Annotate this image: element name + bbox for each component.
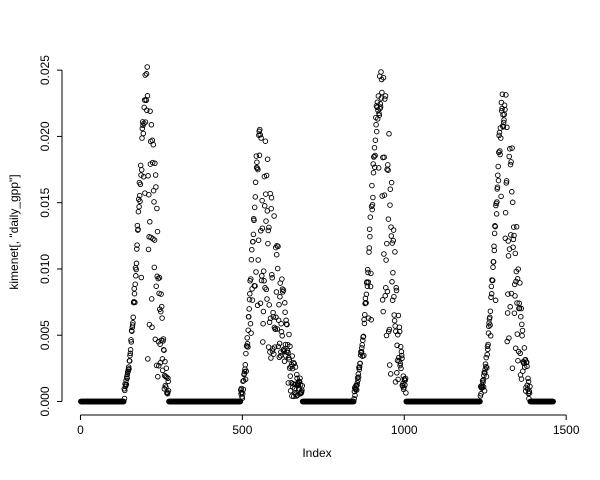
svg-text:0.010: 0.010: [38, 254, 52, 284]
svg-text:1500: 1500: [553, 423, 580, 437]
points-layer: [78, 64, 556, 405]
svg-text:0.000: 0.000: [38, 386, 52, 416]
svg-text:0.015: 0.015: [38, 187, 52, 217]
svg-text:500: 500: [232, 423, 252, 437]
tick-labels: 0 500 1000 1500 0.000 0.005 0.010 0.015 0.020 0.0…: [38, 55, 580, 437]
axes: [57, 69, 567, 420]
svg-text:0.025: 0.025: [38, 55, 52, 85]
svg-text:0.005: 0.005: [38, 320, 52, 350]
y-axis-label: kimenet[, "daily_gpp"]: [7, 174, 21, 290]
svg-text:0.020: 0.020: [38, 121, 52, 151]
x-axis-label: Index: [302, 446, 332, 460]
svg-text:0: 0: [77, 423, 84, 437]
svg-text:1000: 1000: [391, 423, 418, 437]
